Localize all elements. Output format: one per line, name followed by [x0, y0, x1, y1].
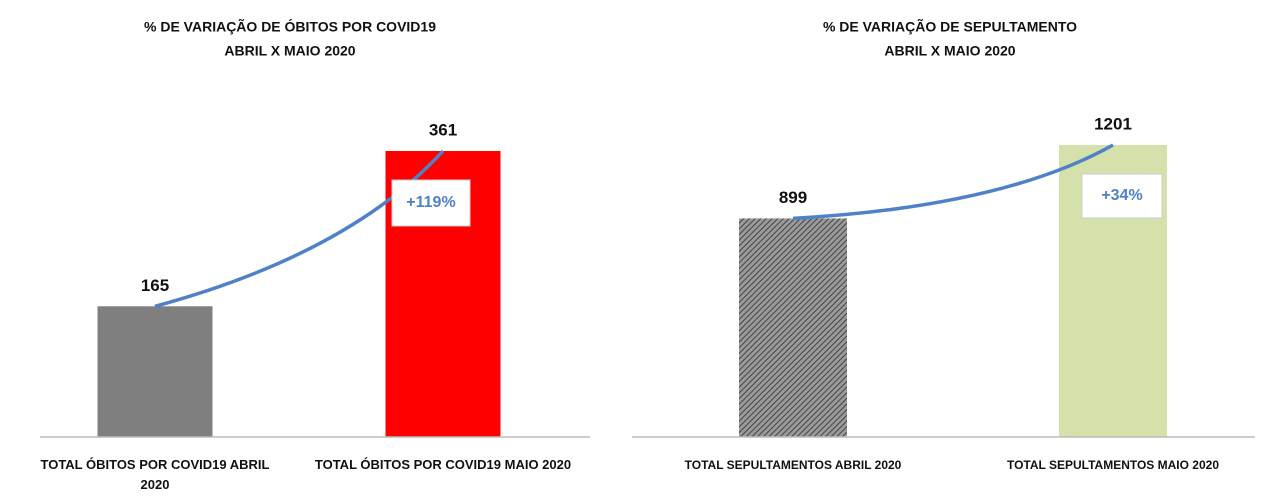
annotation-box: [391, 179, 471, 227]
value-label: 165: [141, 276, 169, 295]
bar: [739, 218, 847, 437]
trend-line: [792, 143, 1114, 221]
x-tick-label: TOTAL ÓBITOS POR COVID19 MAIO 2020: [314, 457, 572, 472]
trend-line: [154, 149, 445, 308]
chart-subtitle: ABRIL X MAIO 2020: [884, 43, 1015, 59]
annotation: +119%: [406, 194, 455, 211]
annotation-box: [1081, 173, 1163, 219]
value-label: 361: [429, 120, 457, 139]
value-label: 899: [779, 188, 807, 207]
chart-title: % DE VARIAÇÃO DE ÓBITOS POR COVID19: [144, 18, 436, 35]
chart-subtitle: ABRIL X MAIO 2020: [224, 43, 355, 59]
chart-title: % DE VARIAÇÃO DE SEPULTAMENTO: [823, 18, 1077, 35]
x-tick-label: TOTAL SEPULTAMENTOS MAIO 2020: [1006, 458, 1220, 472]
bar: [97, 306, 213, 437]
annotation: +34%: [1101, 187, 1142, 204]
x-tick-label: TOTAL ÓBITOS POR COVID19 ABRIL 2020: [40, 457, 270, 492]
x-tick-label: TOTAL SEPULTAMENTOS ABRIL 2020: [684, 458, 902, 472]
value-label: 1201: [1094, 114, 1132, 133]
